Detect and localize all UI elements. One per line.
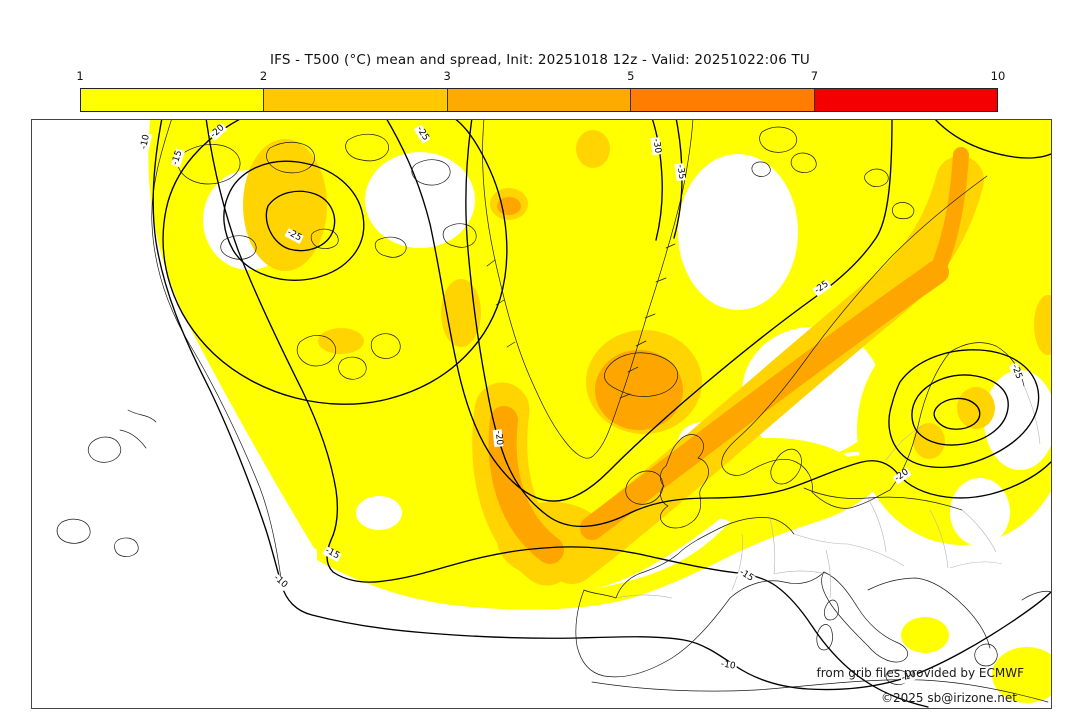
colorbar-tick-1: 1 (76, 69, 84, 83)
colorbar-segment-5-7 (631, 89, 815, 111)
colorbar-tick-10: 10 (990, 69, 1006, 83)
map-frame: -10 -15 -20 -25 -25 -30 -35 -20 -25 -10 -15 -15 -10-… (31, 119, 1052, 709)
colorbar-ticks: 1 2 3 5 7 10 (76, 69, 1005, 84)
colorbar-tick-7: 7 (810, 69, 819, 83)
colorbar-tick-5: 5 (627, 69, 635, 83)
colorbar-segment-2-3 (264, 89, 448, 111)
colorbar-segment-3-5 (447, 89, 632, 111)
weather-map (56, 120, 1051, 708)
copyright-text: ©2025 sb@irizone.net (881, 691, 1017, 705)
colorbar (80, 88, 998, 112)
colorbar-tick-2: 2 (259, 69, 268, 83)
spread-below1-holes-east (950, 370, 1051, 546)
data-source-credit: from grib files provided by ECMWF (816, 666, 1024, 680)
colorbar-segment-1-2 (81, 89, 265, 111)
colorbar-segment-7-10 (814, 89, 998, 111)
temperature-contours (152, 120, 1051, 708)
colorbar-tick-3: 3 (443, 69, 451, 83)
country-borders (615, 385, 1041, 599)
chart-title: IFS - T500 (°C) mean and spread, Init: 2… (269, 52, 811, 68)
